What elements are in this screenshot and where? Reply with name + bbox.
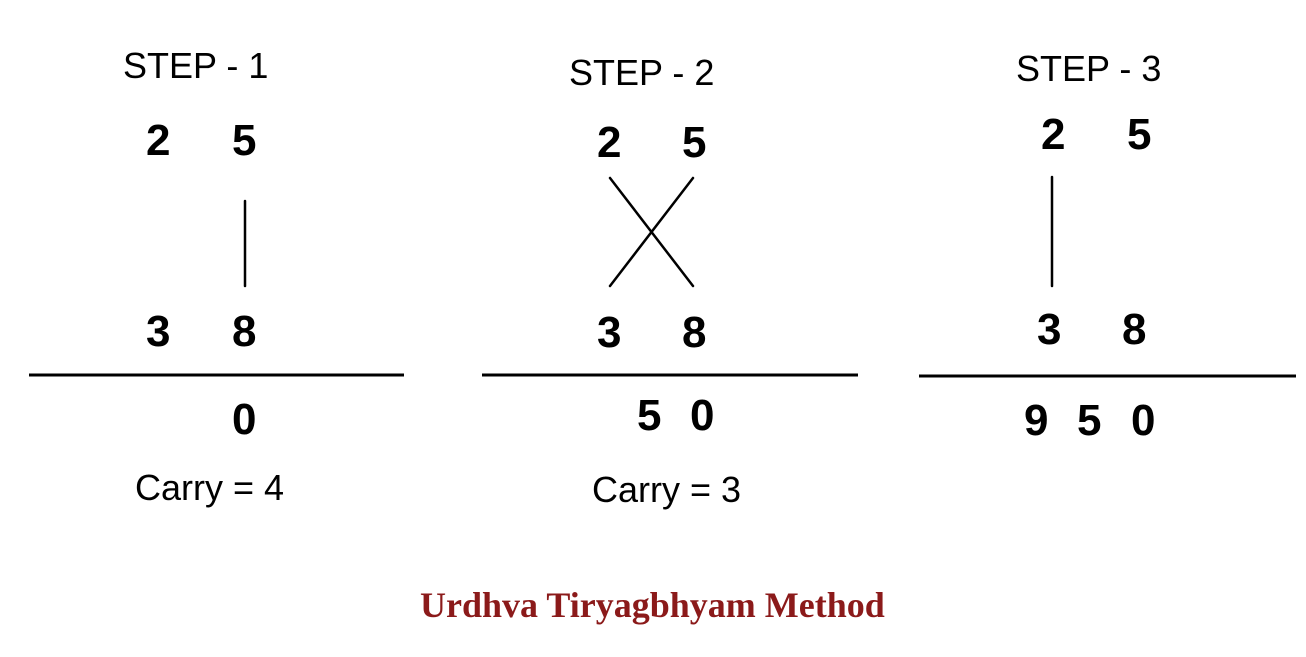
- step-2-top-digit-1: 2: [597, 118, 622, 167]
- step-1-title: STEP - 1: [123, 45, 269, 86]
- step-2-carry: Carry = 3: [592, 469, 742, 510]
- step-2-title: STEP - 2: [569, 52, 715, 93]
- step-1-carry: Carry = 4: [135, 467, 285, 508]
- step-1-top-digit-1: 2: [146, 116, 171, 165]
- step-3-top-digit-2: 5: [1127, 110, 1152, 159]
- step-2-bottom-digit-2: 8: [682, 308, 707, 357]
- step-2-top-digit-2: 5: [682, 118, 707, 167]
- step-2-bottom-digit-1: 3: [597, 308, 622, 357]
- step-3-title: STEP - 3: [1016, 48, 1162, 89]
- step-3-result-digit-2: 5: [1077, 396, 1102, 445]
- step-3-bottom-digit-2: 8: [1122, 305, 1147, 354]
- step-2-result-digit-1: 5: [637, 391, 662, 440]
- step-1-bottom-digit-1: 3: [146, 307, 171, 356]
- step-3-bottom-digit-1: 3: [1037, 305, 1062, 354]
- step-1-result-digit-1: 0: [232, 395, 257, 444]
- step-2-cross-line-right-to-left: [608, 176, 695, 288]
- step-1-top-digit-2: 5: [232, 116, 257, 165]
- step-2-cross-line-left-to-right: [608, 176, 695, 288]
- step-3-top-digit-1: 2: [1041, 110, 1066, 159]
- method-caption: Urdhva Tiryagbhyam Method: [420, 585, 885, 625]
- step-3-result-digit-3: 0: [1131, 396, 1156, 445]
- step-2-result-digit-2: 0: [690, 391, 715, 440]
- step-3-result-digit-1: 9: [1024, 396, 1049, 445]
- step-1-bottom-digit-2: 8: [232, 307, 257, 356]
